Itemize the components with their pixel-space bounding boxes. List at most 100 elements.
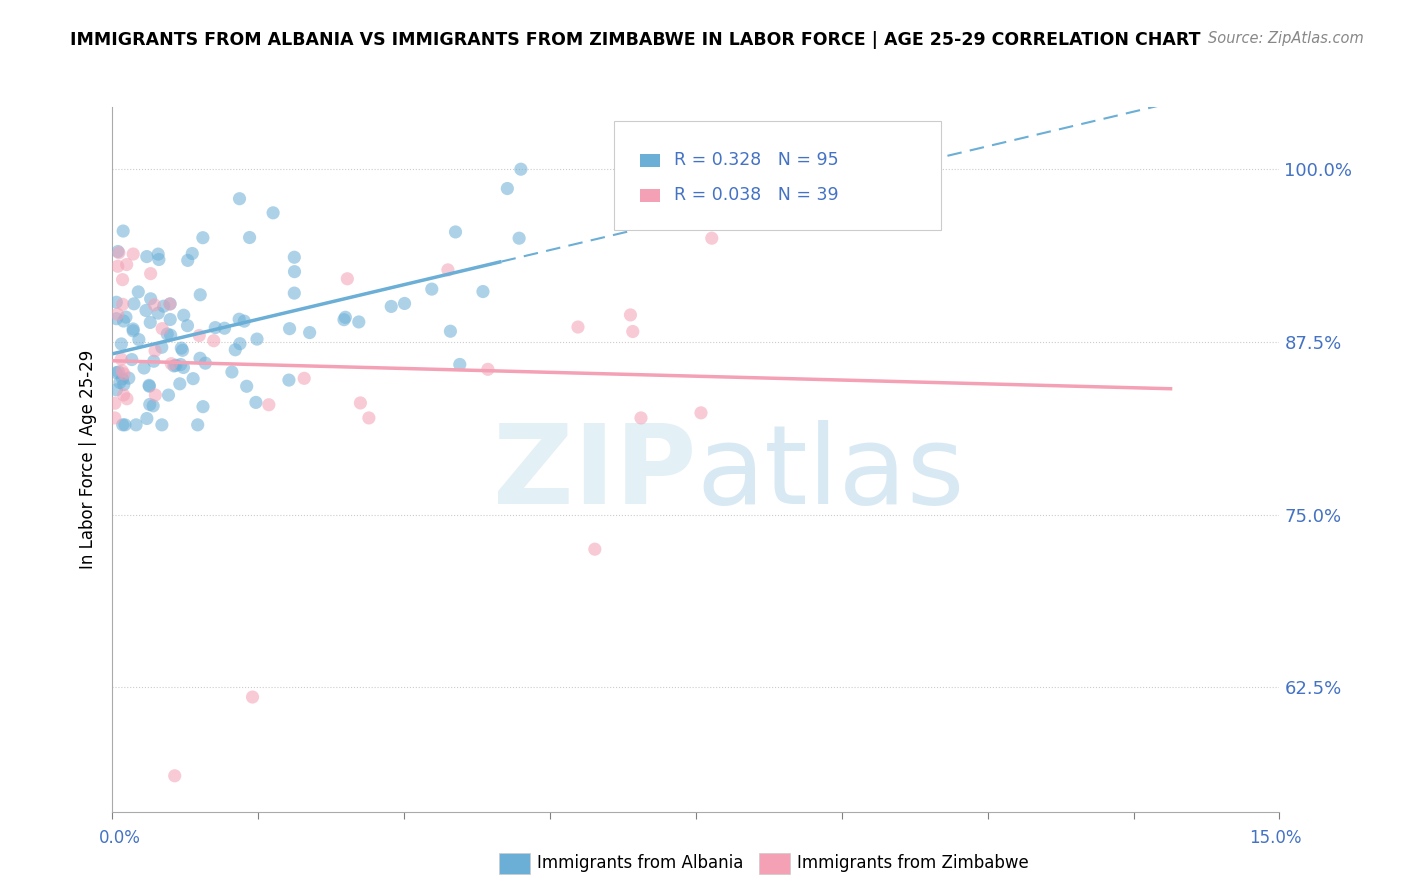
Point bbox=[104, 396, 127, 410]
Point bbox=[135, 411, 157, 425]
Point bbox=[142, 399, 165, 413]
Point bbox=[394, 296, 416, 310]
Point bbox=[111, 297, 134, 311]
Point bbox=[163, 359, 186, 373]
Point bbox=[214, 321, 236, 335]
Point bbox=[104, 411, 127, 425]
Point bbox=[204, 320, 226, 334]
Point bbox=[122, 322, 145, 336]
Point bbox=[110, 337, 132, 351]
Point bbox=[107, 259, 129, 273]
Point bbox=[449, 358, 471, 372]
Text: R = 0.038   N = 39: R = 0.038 N = 39 bbox=[673, 186, 838, 204]
Point bbox=[191, 230, 214, 244]
Point bbox=[150, 340, 173, 354]
Point bbox=[262, 206, 284, 220]
Point bbox=[298, 326, 321, 340]
Point bbox=[349, 396, 371, 410]
Point bbox=[138, 378, 160, 392]
Point bbox=[690, 406, 713, 420]
Point bbox=[357, 411, 380, 425]
Point bbox=[567, 320, 589, 334]
Point bbox=[347, 315, 370, 329]
Point bbox=[191, 400, 214, 414]
Point bbox=[138, 397, 160, 411]
Point bbox=[335, 310, 357, 325]
Text: R = 0.328   N = 95: R = 0.328 N = 95 bbox=[673, 151, 838, 169]
Point bbox=[159, 297, 181, 311]
Point bbox=[420, 282, 443, 296]
Point bbox=[246, 332, 269, 346]
Point bbox=[112, 224, 135, 238]
Point bbox=[157, 388, 180, 402]
Point bbox=[122, 297, 145, 311]
Point bbox=[621, 325, 644, 339]
Text: 0.0%: 0.0% bbox=[98, 829, 141, 847]
Point bbox=[143, 298, 166, 312]
Point bbox=[111, 372, 134, 386]
Point bbox=[111, 272, 134, 286]
Text: Immigrants from Albania: Immigrants from Albania bbox=[537, 855, 744, 872]
Point bbox=[105, 366, 128, 380]
Point bbox=[188, 328, 211, 343]
Point bbox=[228, 192, 250, 206]
Point bbox=[278, 321, 301, 335]
Point bbox=[118, 371, 141, 385]
Point bbox=[139, 315, 162, 329]
Point bbox=[107, 244, 129, 259]
Point bbox=[121, 352, 143, 367]
Point bbox=[107, 365, 129, 379]
Point bbox=[245, 395, 267, 409]
Point bbox=[169, 376, 191, 391]
Point bbox=[111, 417, 134, 432]
Point bbox=[228, 312, 250, 326]
Point bbox=[509, 162, 531, 177]
Point bbox=[105, 383, 128, 397]
Point bbox=[108, 245, 131, 260]
Point bbox=[177, 253, 200, 268]
Point bbox=[277, 373, 299, 387]
Point bbox=[159, 328, 181, 343]
Point bbox=[181, 371, 204, 385]
Point bbox=[172, 343, 194, 358]
Point bbox=[108, 376, 131, 390]
Point bbox=[444, 225, 467, 239]
Point bbox=[159, 297, 181, 311]
Point bbox=[380, 300, 402, 314]
Point bbox=[239, 230, 262, 244]
Point bbox=[107, 307, 129, 321]
Point bbox=[115, 258, 138, 272]
Point bbox=[105, 311, 128, 326]
Point bbox=[283, 286, 305, 301]
Text: IMMIGRANTS FROM ALBANIA VS IMMIGRANTS FROM ZIMBABWE IN LABOR FORCE | AGE 25-29 C: IMMIGRANTS FROM ALBANIA VS IMMIGRANTS FR… bbox=[70, 31, 1201, 49]
Point bbox=[292, 371, 315, 385]
Point bbox=[336, 272, 359, 286]
Bar bbox=[640, 153, 659, 167]
Point bbox=[122, 324, 145, 338]
Point bbox=[152, 299, 174, 313]
Point bbox=[143, 343, 166, 358]
Point bbox=[700, 231, 723, 245]
Point bbox=[112, 367, 135, 381]
Point bbox=[583, 542, 606, 557]
Point bbox=[163, 769, 186, 783]
Point bbox=[242, 690, 264, 704]
Point bbox=[115, 392, 138, 406]
Bar bbox=[640, 189, 659, 202]
Point bbox=[471, 285, 494, 299]
Point bbox=[105, 295, 128, 310]
Point bbox=[188, 287, 211, 301]
Point bbox=[257, 398, 280, 412]
Point bbox=[156, 326, 179, 341]
Point bbox=[114, 417, 136, 432]
Point bbox=[139, 292, 162, 306]
Point bbox=[148, 252, 170, 267]
Point bbox=[630, 411, 652, 425]
Point bbox=[148, 306, 170, 320]
Point bbox=[146, 247, 169, 261]
Point bbox=[496, 181, 519, 195]
Point bbox=[112, 388, 135, 402]
Point bbox=[437, 263, 460, 277]
Point bbox=[139, 267, 162, 281]
Text: ZIP: ZIP bbox=[492, 420, 696, 527]
